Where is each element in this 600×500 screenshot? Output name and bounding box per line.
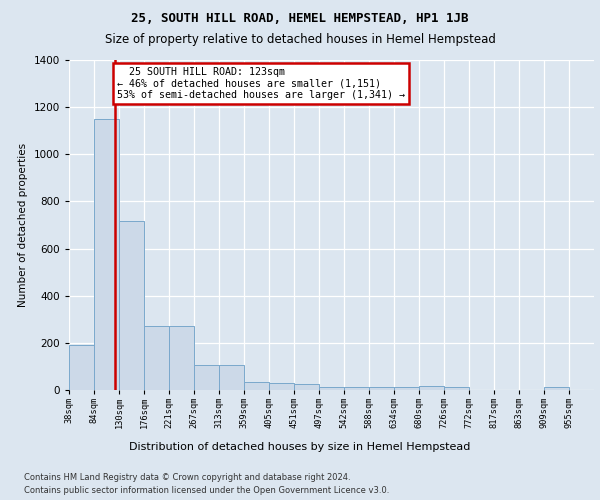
Bar [219, 365, 244, 390]
Bar [269, 384, 294, 390]
Bar [344, 386, 369, 390]
Text: Contains HM Land Registry data © Crown copyright and database right 2024.: Contains HM Land Registry data © Crown c… [24, 472, 350, 482]
Bar [369, 386, 394, 390]
Text: Contains public sector information licensed under the Open Government Licence v3: Contains public sector information licen… [24, 486, 389, 495]
Bar [69, 345, 94, 390]
Bar [94, 119, 119, 390]
Text: 25 SOUTH HILL ROAD: 123sqm  
← 46% of detached houses are smaller (1,151)
53% of: 25 SOUTH HILL ROAD: 123sqm ← 46% of deta… [117, 67, 405, 100]
Bar [144, 326, 169, 390]
Bar [169, 326, 194, 390]
Bar [419, 386, 444, 390]
Bar [319, 386, 344, 390]
Bar [119, 222, 144, 390]
Text: Size of property relative to detached houses in Hemel Hempstead: Size of property relative to detached ho… [104, 32, 496, 46]
Text: Distribution of detached houses by size in Hemel Hempstead: Distribution of detached houses by size … [130, 442, 470, 452]
Bar [244, 382, 269, 390]
Bar [544, 386, 569, 390]
Bar [394, 386, 419, 390]
Bar [294, 384, 319, 390]
Bar [194, 365, 219, 390]
Bar [444, 386, 469, 390]
Text: 25, SOUTH HILL ROAD, HEMEL HEMPSTEAD, HP1 1JB: 25, SOUTH HILL ROAD, HEMEL HEMPSTEAD, HP… [131, 12, 469, 26]
Y-axis label: Number of detached properties: Number of detached properties [18, 143, 28, 307]
